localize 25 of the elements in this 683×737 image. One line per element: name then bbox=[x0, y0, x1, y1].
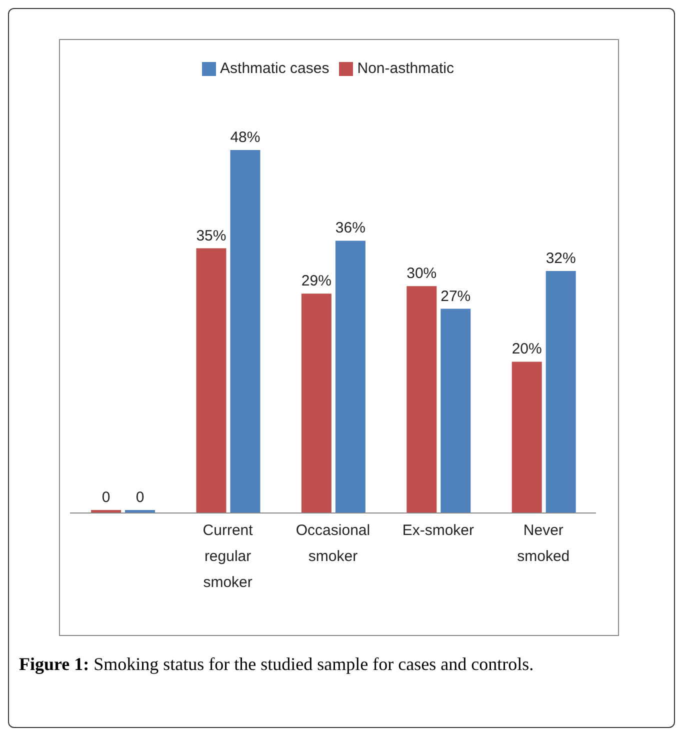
bar bbox=[335, 240, 366, 513]
data-label: 0 bbox=[102, 489, 110, 506]
legend-label: Asthmatic cases bbox=[220, 60, 330, 77]
data-label: 27% bbox=[440, 288, 471, 305]
data-label: 20% bbox=[512, 340, 542, 358]
bar bbox=[406, 286, 437, 513]
x-tick-label: Current regular smoker bbox=[202, 522, 254, 591]
data-label: 36% bbox=[335, 220, 366, 237]
bar bbox=[196, 248, 226, 513]
bar bbox=[301, 294, 332, 513]
data-label: 29% bbox=[301, 272, 332, 290]
caption: Figure 1: Smoking status for the studied sample for cases and controls. bbox=[19, 653, 535, 676]
x-tick-label: Never smoked bbox=[517, 522, 570, 565]
data-label: 30% bbox=[406, 265, 437, 282]
data-label: 35% bbox=[196, 227, 226, 244]
bar bbox=[512, 362, 542, 513]
x-tick-label: Occasional smoker bbox=[296, 522, 370, 565]
bar bbox=[230, 150, 260, 513]
bar bbox=[546, 270, 576, 513]
bar bbox=[440, 308, 471, 513]
legend-label: Non-asthmatic bbox=[357, 60, 454, 77]
data-label: 0 bbox=[136, 489, 144, 506]
data-label: 48% bbox=[230, 128, 260, 146]
data-label: 32% bbox=[546, 250, 576, 267]
x-tick-label: Ex-smoker bbox=[402, 522, 474, 539]
